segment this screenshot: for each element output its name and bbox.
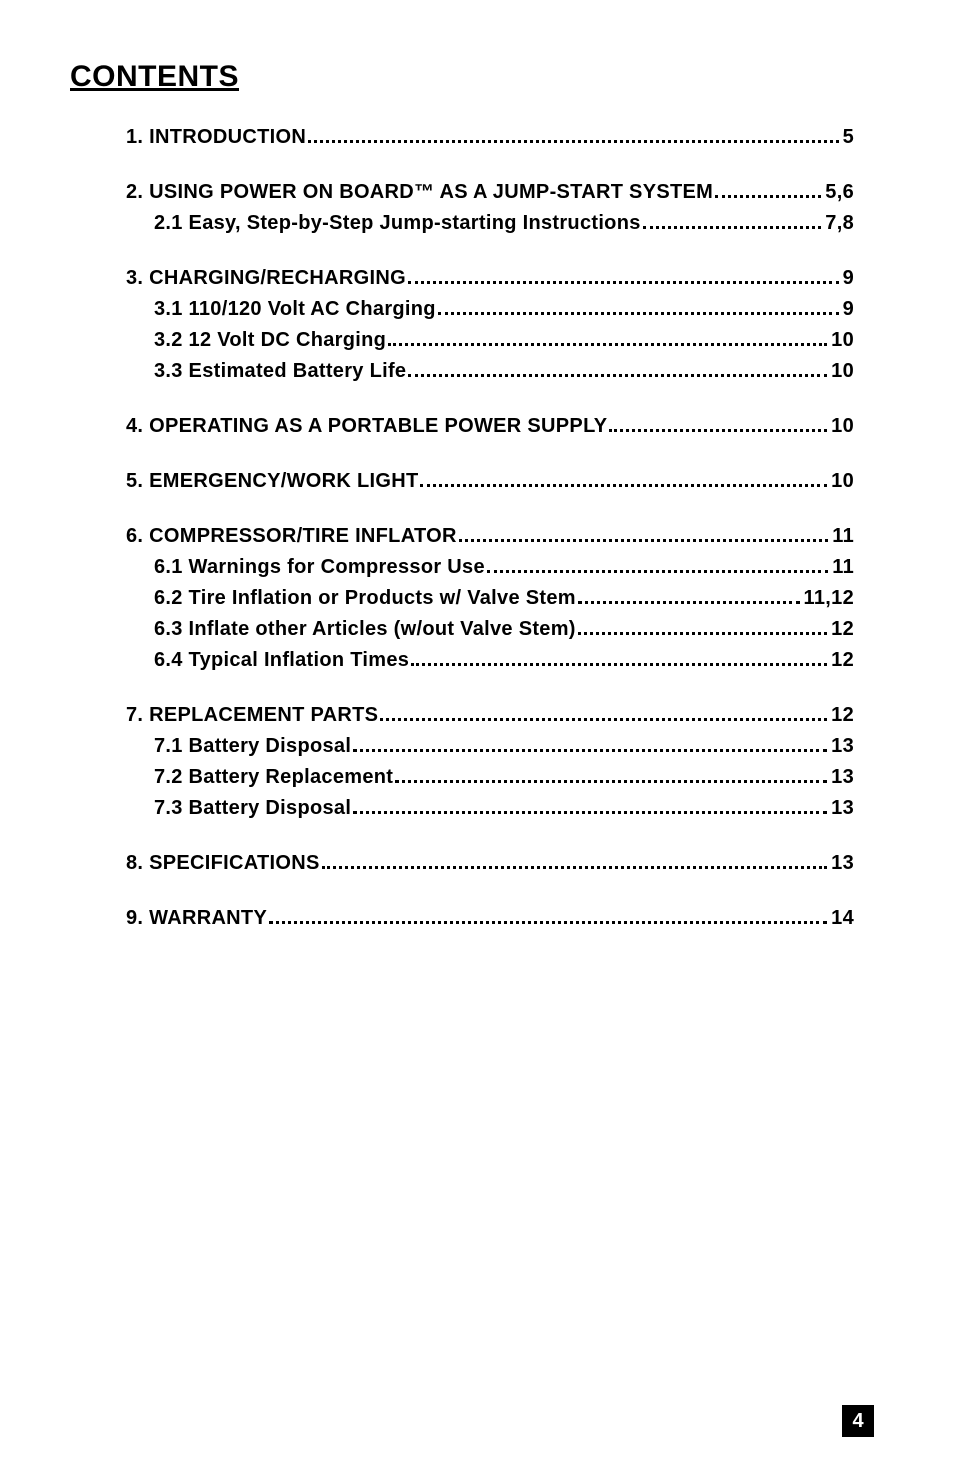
toc-label: 3.1 110/120 Volt AC Charging (154, 294, 436, 325)
dot-leader (322, 849, 827, 869)
toc-label: 2.1 Easy, Step-by-Step Jump-starting Ins… (154, 208, 641, 239)
toc-page: 10 (831, 466, 854, 497)
page-title: CONTENTS (70, 60, 864, 94)
toc-row: 9. WARRANTY 14 (126, 903, 854, 934)
dot-leader (408, 264, 839, 284)
dot-leader (388, 326, 827, 346)
toc-label: 1. INTRODUCTION (126, 122, 306, 153)
toc-row: 2.1 Easy, Step-by-Step Jump-starting Ins… (126, 208, 854, 239)
dot-leader (487, 553, 828, 573)
toc-label: 6. COMPRESSOR/TIRE INFLATOR (126, 521, 457, 552)
dot-leader (408, 357, 827, 377)
toc-label: 7.2 Battery Replacement (154, 762, 393, 793)
dot-leader (353, 732, 827, 752)
toc-page: 14 (831, 903, 854, 934)
toc-page: 11 (832, 521, 854, 552)
toc-page: 13 (831, 793, 854, 824)
toc-label: 5. EMERGENCY/WORK LIGHT (126, 466, 418, 497)
toc-page: 7,8 (825, 208, 854, 239)
toc-page: 13 (831, 731, 854, 762)
toc-page: 9 (843, 294, 854, 325)
toc-row: 1. INTRODUCTION 5 (126, 122, 854, 153)
dot-leader (353, 794, 827, 814)
toc-label: 3.3 Estimated Battery Life (154, 356, 406, 387)
toc-row: 3.2 12 Volt DC Charging 10 (126, 325, 854, 356)
toc-gap (126, 824, 854, 848)
page-number: 4 (852, 1410, 863, 1433)
dot-leader (269, 904, 827, 924)
dot-leader (438, 295, 839, 315)
toc-label: 4. OPERATING AS A PORTABLE POWER SUPPLY (126, 411, 607, 442)
toc-gap (126, 153, 854, 177)
toc-row: 2. USING POWER ON BOARD™ AS A JUMP-START… (126, 177, 854, 208)
toc-row: 7. REPLACEMENT PARTS 12 (126, 700, 854, 731)
dot-leader (715, 178, 821, 198)
toc-gap (126, 676, 854, 700)
dot-leader (643, 209, 822, 229)
toc-gap (126, 497, 854, 521)
toc-row: 6.2 Tire Inflation or Products w/ Valve … (126, 583, 854, 614)
dot-leader (578, 584, 800, 604)
toc-row: 3.3 Estimated Battery Life 10 (126, 356, 854, 387)
table-of-contents: 1. INTRODUCTION 5 2. USING POWER ON BOARD… (70, 122, 864, 934)
toc-label: 6.3 Inflate other Articles (w/out Valve … (154, 614, 576, 645)
toc-label: 7. REPLACEMENT PARTS (126, 700, 378, 731)
toc-label: 6.2 Tire Inflation or Products w/ Valve … (154, 583, 576, 614)
toc-page: 5 (843, 122, 854, 153)
toc-page: 13 (831, 848, 854, 879)
toc-label: 6.4 Typical Inflation Times (154, 645, 409, 676)
dot-leader (420, 467, 827, 487)
dot-leader (395, 763, 827, 783)
toc-row: 3. CHARGING/RECHARGING 9 (126, 263, 854, 294)
dot-leader (380, 701, 827, 721)
toc-gap (126, 239, 854, 263)
dot-leader (411, 646, 827, 666)
toc-page: 5,6 (825, 177, 854, 208)
toc-label: 6.1 Warnings for Compressor Use (154, 552, 485, 583)
toc-label: 2. USING POWER ON BOARD™ AS A JUMP-START… (126, 177, 713, 208)
toc-row: 7.2 Battery Replacement 13 (126, 762, 854, 793)
toc-page: 10 (831, 325, 854, 356)
toc-label: 9. WARRANTY (126, 903, 267, 934)
dot-leader (578, 615, 827, 635)
dot-leader (609, 412, 827, 432)
toc-row: 6.4 Typical Inflation Times 12 (126, 645, 854, 676)
toc-row: 7.1 Battery Disposal 13 (126, 731, 854, 762)
toc-page: 10 (831, 356, 854, 387)
toc-page: 10 (831, 411, 854, 442)
toc-row: 5. EMERGENCY/WORK LIGHT 10 (126, 466, 854, 497)
toc-label: 8. SPECIFICATIONS (126, 848, 320, 879)
toc-row: 6.1 Warnings for Compressor Use 11 (126, 552, 854, 583)
toc-page: 11 (832, 552, 854, 583)
toc-page: 12 (831, 645, 854, 676)
toc-row: 8. SPECIFICATIONS 13 (126, 848, 854, 879)
toc-row: 4. OPERATING AS A PORTABLE POWER SUPPLY … (126, 411, 854, 442)
toc-row: 6. COMPRESSOR/TIRE INFLATOR 11 (126, 521, 854, 552)
toc-gap (126, 879, 854, 903)
toc-label: 3.2 12 Volt DC Charging (154, 325, 386, 356)
toc-label: 7.1 Battery Disposal (154, 731, 351, 762)
dot-leader (308, 123, 839, 143)
toc-page: 13 (831, 762, 854, 793)
toc-gap (126, 442, 854, 466)
page: CONTENTS 1. INTRODUCTION 5 2. USING POWER… (0, 0, 954, 1475)
toc-row: 3.1 110/120 Volt AC Charging 9 (126, 294, 854, 325)
toc-row: 6.3 Inflate other Articles (w/out Valve … (126, 614, 854, 645)
toc-row: 7.3 Battery Disposal 13 (126, 793, 854, 824)
toc-label: 3. CHARGING/RECHARGING (126, 263, 406, 294)
page-number-badge: 4 (842, 1405, 874, 1437)
toc-gap (126, 387, 854, 411)
dot-leader (459, 522, 829, 542)
toc-page: 12 (831, 614, 854, 645)
toc-page: 11,12 (804, 583, 854, 614)
toc-label: 7.3 Battery Disposal (154, 793, 351, 824)
toc-page: 9 (843, 263, 854, 294)
toc-page: 12 (831, 700, 854, 731)
